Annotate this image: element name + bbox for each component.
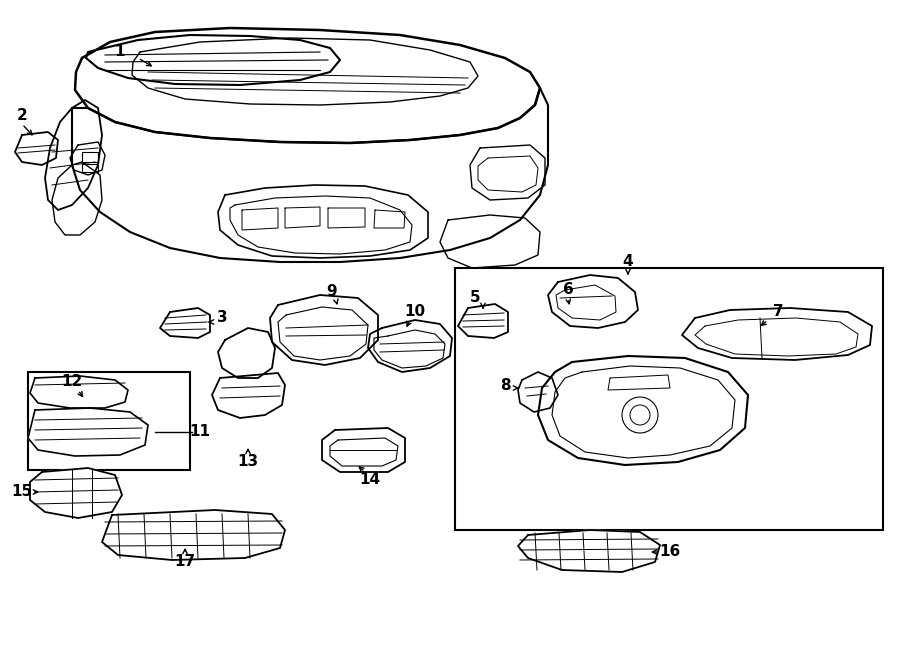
Polygon shape: [538, 356, 748, 465]
Polygon shape: [75, 28, 540, 143]
Polygon shape: [518, 372, 558, 412]
Text: 4: 4: [623, 254, 634, 269]
Polygon shape: [52, 162, 102, 235]
Polygon shape: [102, 510, 285, 560]
Polygon shape: [86, 35, 340, 85]
Polygon shape: [30, 376, 128, 408]
Circle shape: [622, 397, 658, 433]
Bar: [28, 372, 190, 470]
Polygon shape: [45, 100, 102, 210]
Text: 17: 17: [175, 555, 195, 569]
Circle shape: [630, 405, 650, 425]
Text: 1: 1: [115, 44, 125, 60]
Text: 9: 9: [327, 285, 338, 299]
Polygon shape: [458, 304, 508, 338]
Polygon shape: [218, 328, 275, 378]
Polygon shape: [548, 275, 638, 328]
Polygon shape: [72, 88, 548, 262]
Polygon shape: [212, 373, 285, 418]
Text: 3: 3: [217, 310, 228, 326]
Text: 10: 10: [404, 305, 426, 320]
Text: 8: 8: [500, 379, 510, 393]
Text: 2: 2: [16, 107, 27, 122]
Polygon shape: [30, 468, 122, 518]
Polygon shape: [518, 530, 660, 572]
Text: 12: 12: [61, 375, 83, 389]
Polygon shape: [15, 132, 58, 165]
Polygon shape: [682, 308, 872, 360]
Polygon shape: [218, 185, 428, 258]
Text: 7: 7: [773, 305, 783, 320]
Text: 11: 11: [190, 424, 211, 440]
Text: 15: 15: [12, 485, 32, 500]
Polygon shape: [368, 320, 452, 372]
Text: 13: 13: [238, 455, 258, 469]
Polygon shape: [322, 428, 405, 472]
Text: 14: 14: [359, 473, 381, 487]
Text: 16: 16: [660, 545, 680, 559]
Bar: [455, 268, 883, 530]
Polygon shape: [160, 308, 210, 338]
Polygon shape: [470, 145, 545, 200]
Polygon shape: [28, 408, 148, 456]
Text: 5: 5: [470, 291, 481, 305]
Polygon shape: [440, 215, 540, 268]
Polygon shape: [70, 142, 105, 175]
Text: 6: 6: [562, 283, 573, 297]
Polygon shape: [270, 295, 378, 365]
